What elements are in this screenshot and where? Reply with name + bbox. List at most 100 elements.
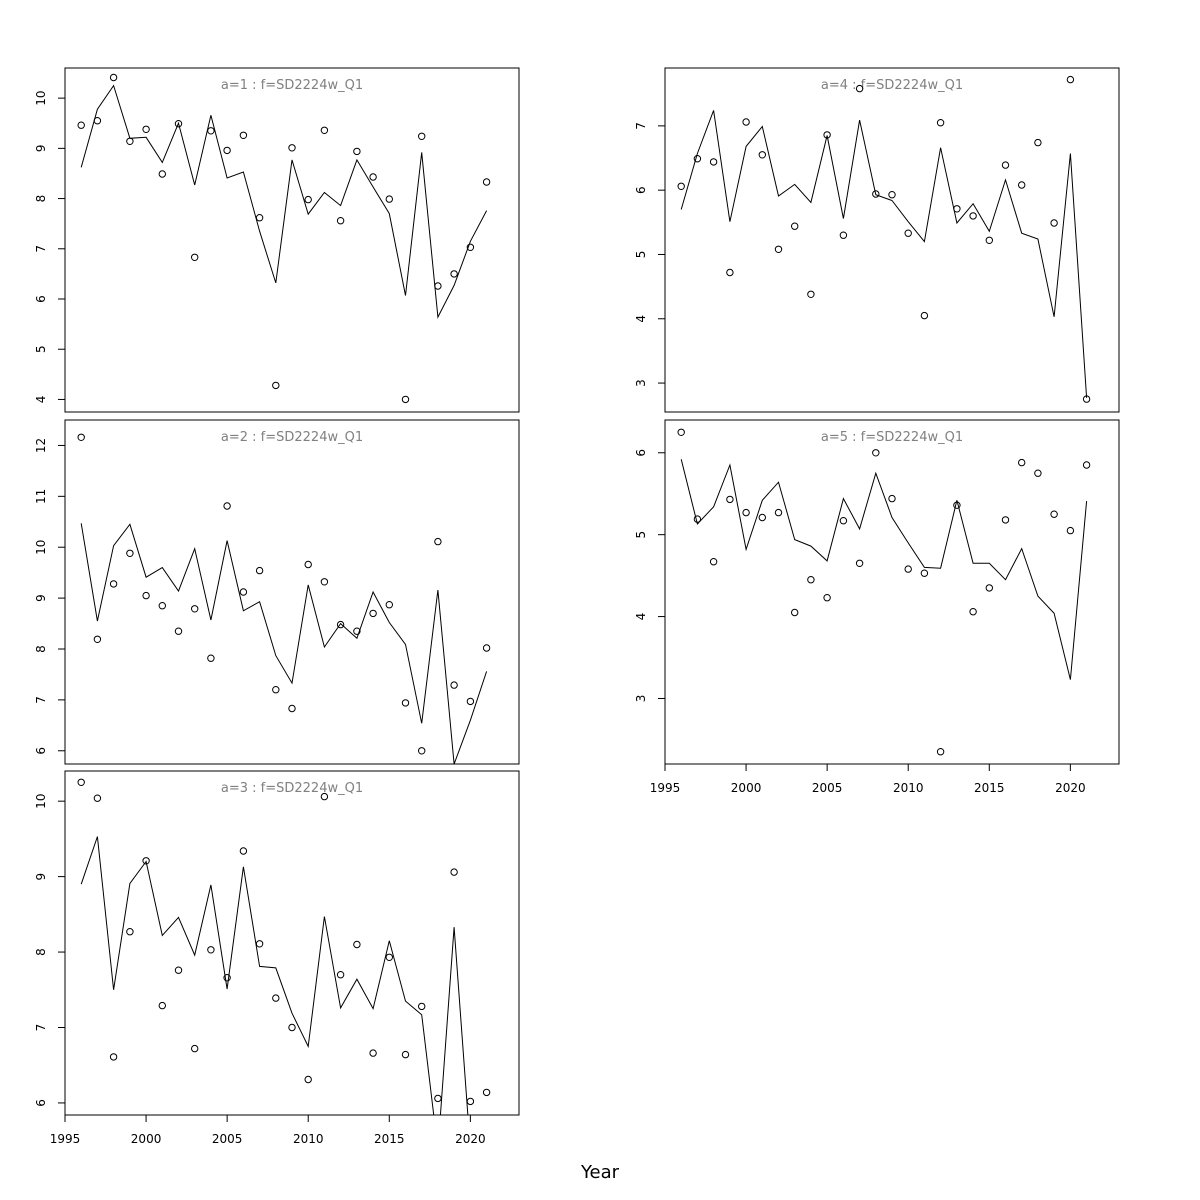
panel-2-fitted-line bbox=[80, 523, 488, 764]
panel-1-y-tick-label: 9 bbox=[34, 145, 48, 153]
panel-5-x-tick-label: 2005 bbox=[812, 781, 843, 795]
panel-4-observed-point bbox=[709, 158, 718, 166]
panel-2-observed-point bbox=[450, 681, 458, 689]
panel-3-y-tick-label: 7 bbox=[34, 1024, 48, 1032]
panel-5-y-tick-label: 6 bbox=[634, 449, 648, 457]
panel-3-y-tick-label: 8 bbox=[34, 948, 48, 956]
panel-5-y-tick-label: 3 bbox=[634, 695, 648, 703]
panel-4-observed-point bbox=[953, 205, 961, 213]
panel-3-observed-point bbox=[304, 1075, 312, 1084]
panel-5-observed-point bbox=[1001, 516, 1010, 524]
panel-4-fitted-line bbox=[680, 110, 1088, 398]
panel-4-observed-point bbox=[823, 131, 831, 139]
panel-5-observed-point bbox=[807, 576, 815, 584]
panel-4-observed-point bbox=[1001, 161, 1010, 169]
panel-1-observed-point bbox=[434, 282, 442, 290]
panel-3-observed-point bbox=[385, 953, 393, 961]
panel-2-observed-point bbox=[158, 602, 167, 610]
panel-3-observed-point bbox=[207, 946, 215, 954]
panel-3-x-tick-label: 2020 bbox=[455, 1132, 486, 1146]
panel-1-observed-point bbox=[353, 147, 361, 156]
panel-4-observed-point bbox=[855, 84, 864, 93]
panel-3-title: a=3 : f=SD2224w_Q1 bbox=[221, 781, 363, 796]
panel-2-observed-point bbox=[174, 627, 183, 635]
panel-5-observed-point bbox=[693, 515, 702, 523]
panel-5-observed-point bbox=[904, 565, 912, 573]
panel-1-observed-point bbox=[239, 131, 248, 140]
panel-4-observed-point bbox=[758, 151, 766, 159]
panel-4-observed-point bbox=[791, 222, 799, 230]
panel-2-observed-point bbox=[272, 686, 280, 694]
panel-3-observed-point bbox=[93, 794, 102, 802]
panel-1-observed-point bbox=[288, 144, 296, 152]
panel-5-observed-point bbox=[839, 517, 848, 525]
panel-2-y-tick-label: 11 bbox=[34, 489, 48, 504]
panel-4-observed-point bbox=[726, 268, 734, 277]
panel-1-observed-point bbox=[482, 178, 491, 186]
panel-1-y-tick-label: 6 bbox=[34, 295, 48, 303]
panel-5-observed-point bbox=[1034, 469, 1042, 477]
panel-2-data bbox=[77, 433, 491, 764]
panel-4-observed-point bbox=[807, 290, 815, 298]
panel-1-observed-point bbox=[450, 270, 458, 278]
panel-5-observed-point bbox=[742, 508, 750, 517]
panel-2-observed-point bbox=[385, 601, 393, 609]
panel-2-observed-point bbox=[320, 578, 329, 586]
panel-2-observed-point bbox=[401, 699, 410, 707]
panel-3-observed-point bbox=[142, 857, 150, 865]
panel-4-y-tick-label: 7 bbox=[634, 122, 648, 130]
panel-5-x-tick-label: 2020 bbox=[1055, 781, 1086, 795]
panel-1-y-tick-label: 4 bbox=[34, 396, 48, 404]
panel-3-observed-point bbox=[401, 1050, 410, 1059]
panel-5-x-tick-label: 2010 bbox=[893, 781, 924, 795]
panel-5: a=5 : f=SD2224w_Q1 3 4 5 6 1995 2000 2005 2010 20… bbox=[634, 419, 1120, 795]
panel-4-observed-point bbox=[774, 245, 783, 254]
panel-1-observed-point bbox=[466, 243, 475, 252]
panel-5-observed-point bbox=[936, 748, 945, 756]
panel-5-observed-point bbox=[774, 508, 783, 517]
panel-1-frame bbox=[64, 67, 520, 413]
panel-5-frame bbox=[664, 419, 1120, 765]
panel-5-observed-point bbox=[823, 594, 831, 602]
panel-5-observed-point bbox=[953, 501, 961, 509]
panel-5-observed-point bbox=[791, 608, 799, 617]
panel-2-y-tick-label: 10 bbox=[34, 540, 48, 555]
panel-5-y-tick-label: 5 bbox=[634, 531, 648, 539]
panel-3-observed-point bbox=[418, 1002, 426, 1011]
panel-1-title: a=1 : f=SD2224w_Q1 bbox=[221, 78, 363, 93]
panel-4-observed-point bbox=[936, 119, 945, 127]
panel-3-observed-point bbox=[466, 1097, 475, 1106]
panel-1-observed-point bbox=[158, 170, 167, 178]
panel-3-observed-point bbox=[158, 1001, 167, 1010]
panel-5-y-tick-label: 4 bbox=[634, 613, 648, 621]
panel-3-x-tick-label: 2005 bbox=[212, 1132, 243, 1146]
panel-1-observed-point bbox=[77, 121, 85, 129]
panel-2-observed-point bbox=[191, 605, 199, 613]
panel-2-observed-point bbox=[336, 620, 345, 629]
panel-2-y-tick-label: 8 bbox=[34, 645, 48, 653]
panel-4-observed-point bbox=[1066, 75, 1075, 84]
panel-4-observed-point bbox=[888, 191, 896, 199]
panel-2-observed-point bbox=[434, 537, 442, 546]
panel-3-observed-point bbox=[353, 940, 361, 949]
panel-3-y-tick-label: 9 bbox=[34, 873, 48, 881]
panel-4-observed-point bbox=[742, 118, 750, 126]
panel-5-observed-point bbox=[1050, 510, 1058, 518]
panel-5-observed-point bbox=[758, 513, 766, 522]
panel-1-observed-point bbox=[126, 137, 134, 146]
panel-4-observed-point bbox=[904, 229, 912, 237]
panel-3-observed-point bbox=[126, 928, 134, 936]
panel-2-observed-point bbox=[109, 580, 118, 588]
panel-3-x-tick-label: 2010 bbox=[293, 1132, 324, 1146]
panel-4-observed-point bbox=[693, 155, 702, 163]
panel-1-observed-point bbox=[109, 73, 118, 82]
panel-3-x-tick-label: 2000 bbox=[131, 1132, 162, 1146]
panel-5-fitted-line bbox=[680, 459, 1088, 680]
panel-4-observed-point bbox=[1034, 138, 1042, 147]
panel-1-observed-point bbox=[255, 214, 264, 222]
panel-1-observed-point bbox=[369, 173, 377, 181]
panel-2-observed-point bbox=[239, 588, 248, 596]
panel-5-observed-point bbox=[985, 584, 993, 592]
panel-4-observed-point bbox=[920, 311, 929, 320]
